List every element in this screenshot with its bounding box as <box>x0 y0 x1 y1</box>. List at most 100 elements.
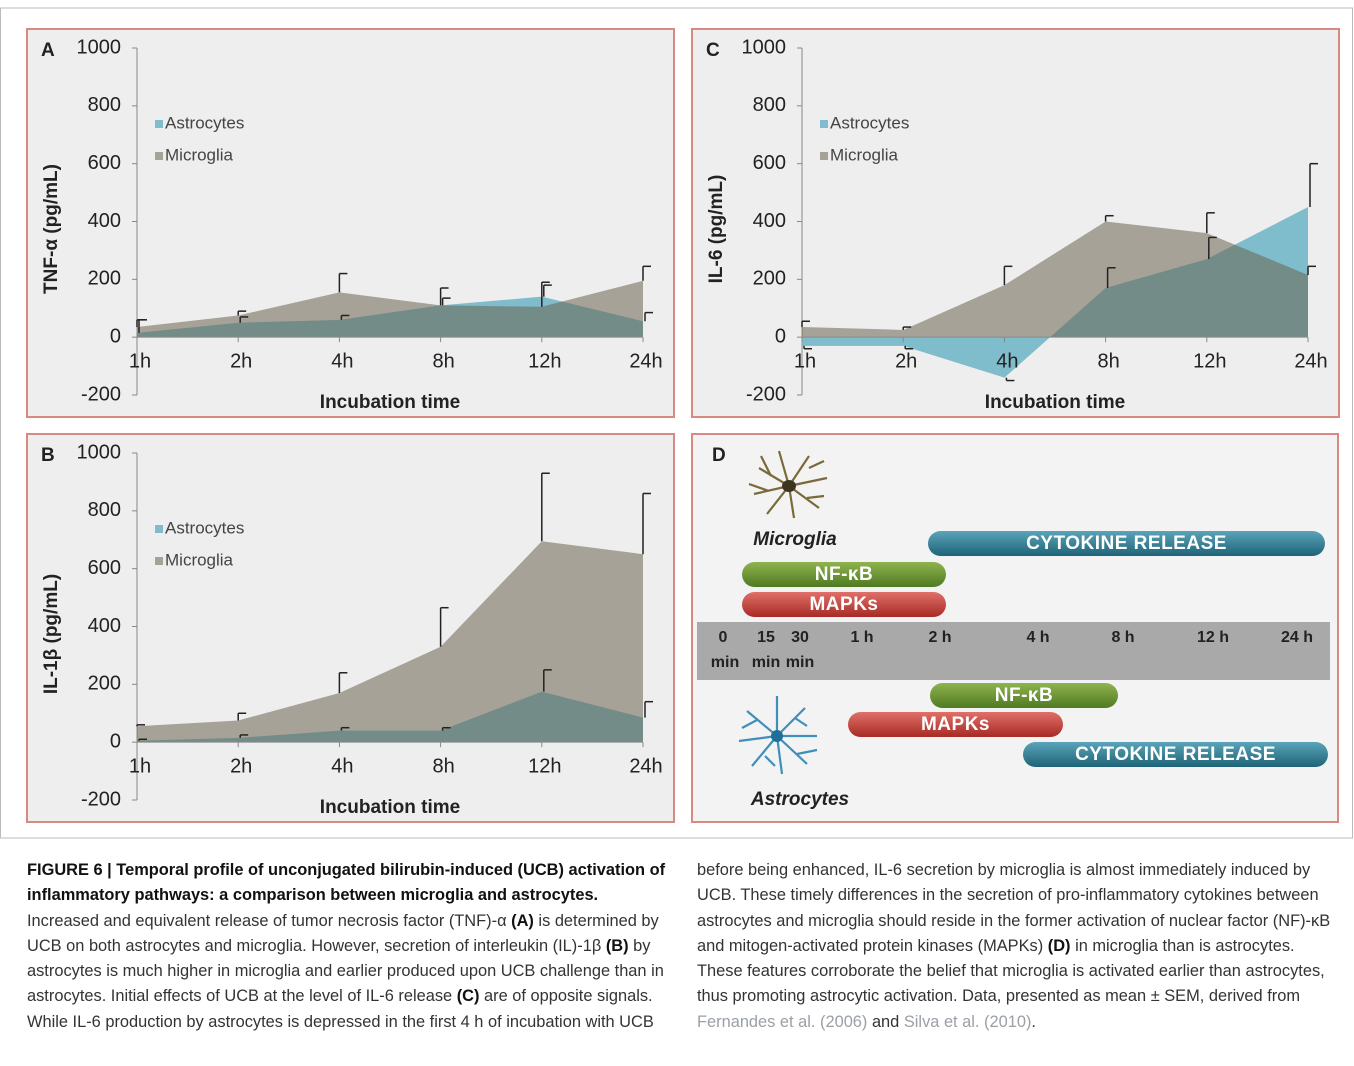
phase-label: CYTOKINE RELEASE <box>1026 533 1227 554</box>
x-tick-label: 1h <box>129 755 151 777</box>
citation-link[interactable]: Silva et al. (2010) <box>903 1012 1032 1031</box>
caption-text: by astrocytes is much higher in microgli… <box>27 936 664 1006</box>
legend-label: Microglia <box>165 550 234 569</box>
y-tick-label: 400 <box>88 615 121 637</box>
x-tick-label: 4h <box>996 350 1018 372</box>
caption-left: FIGURE 6 | Temporal profile of unconjuga… <box>27 858 672 1035</box>
timeline-label: 8 h <box>1111 629 1134 646</box>
caption-title: FIGURE 6 | Temporal profile of unconjuga… <box>27 861 666 905</box>
legend-label: Astrocytes <box>165 518 244 537</box>
timeline-label: 15 <box>757 629 775 646</box>
panel-letter: C <box>706 40 720 61</box>
legend-swatch <box>820 152 828 160</box>
legend-swatch <box>155 557 163 565</box>
x-tick-label: 24h <box>1294 350 1327 372</box>
timeline-unit: min <box>786 654 814 671</box>
phase-label: NF-κB <box>995 685 1053 706</box>
panel-b: B -200 0 200 400 600 800 1000 1h 2h 4h 8h 12h 24h Incu… <box>26 433 675 823</box>
area <box>137 280 643 338</box>
legend-swatch <box>155 525 163 533</box>
panel-letter: A <box>41 40 55 61</box>
x-tick-label: 2h <box>230 350 252 372</box>
legend-swatch <box>155 120 163 128</box>
y-tick-label: 200 <box>88 673 121 695</box>
x-tick-label: 24h <box>629 350 662 372</box>
x-tick-label: 4h <box>331 350 353 372</box>
citation-link[interactable]: Fernandes et al. (2006) <box>697 1012 868 1031</box>
x-tick-label: 1h <box>794 350 816 372</box>
x-tick-label: 1h <box>129 350 151 372</box>
timeline-label: 4 h <box>1026 629 1049 646</box>
y-tick-label: -200 <box>81 788 121 810</box>
panel-a: A -200 0 200 400 600 800 1000 1h 2h 4h 8h 12h 24h Incu… <box>26 28 675 418</box>
x-tick-label: 2h <box>895 350 917 372</box>
timeline-label: 12 h <box>1197 629 1229 646</box>
figure-frame <box>0 7 1353 839</box>
y-tick-label: 1000 <box>77 441 122 463</box>
legend-label: Astrocytes <box>830 113 909 132</box>
y-tick-label: -200 <box>746 383 786 405</box>
y-tick-label: 0 <box>110 325 121 347</box>
caption-ref: (B) <box>605 936 629 955</box>
timeline-unit: min <box>752 654 780 671</box>
y-tick-label: 1000 <box>77 36 122 58</box>
timeline-label: 30 <box>791 629 809 646</box>
caption-text: in microglia than is astrocytes. These f… <box>697 936 1325 1006</box>
timeline-label: 1 h <box>850 629 873 646</box>
y-tick-label: -200 <box>81 383 121 405</box>
y-tick-label: 400 <box>753 210 786 232</box>
x-axis-label: Incubation time <box>320 392 460 413</box>
y-axis-label: IL-6 (pg/mL) <box>706 175 727 284</box>
phase-bar <box>1023 742 1328 767</box>
x-axis-label: Incubation time <box>320 797 460 818</box>
timeline-label: 24 h <box>1281 629 1313 646</box>
caption-text: are of opposite signals. While IL-6 prod… <box>27 987 654 1031</box>
area <box>137 541 643 743</box>
panel-letter: B <box>41 445 55 466</box>
x-tick-label: 8h <box>1097 350 1119 372</box>
phase-label: MAPKs <box>921 714 990 735</box>
x-tick-label: 4h <box>331 755 353 777</box>
phase-bars: CYTOKINE RELEASENF-κBMAPKsNF-κBMAPKsCYTO… <box>742 531 1328 767</box>
microglia-label: Microglia <box>753 529 837 550</box>
y-tick-label: 200 <box>753 268 786 290</box>
x-tick-label: 12h <box>528 755 561 777</box>
y-tick-label: 600 <box>88 557 121 579</box>
caption-right: before being enhanced, IL-6 secretion by… <box>697 858 1332 1035</box>
legend-label: Microglia <box>165 145 234 164</box>
phase-label: NF-κB <box>815 564 873 585</box>
timeline-label: 0 <box>719 629 728 646</box>
y-tick-label: 800 <box>88 94 121 116</box>
y-tick-label: 600 <box>753 152 786 174</box>
phase-label: CYTOKINE RELEASE <box>1075 744 1276 765</box>
x-tick-label: 12h <box>528 350 561 372</box>
legend-label: Microglia <box>830 145 899 164</box>
x-tick-label: 8h <box>432 350 454 372</box>
caption-text: is determined by UCB on both astrocytes … <box>27 911 659 955</box>
figure: A -200 0 200 400 600 800 1000 1h 2h 4h 8h 12h 24h Incu… <box>0 7 1353 839</box>
microglia-icon <box>748 450 828 519</box>
x-tick-label: 24h <box>629 755 662 777</box>
timeline: 0 min 15 min 30 min 1 h 2 h 4 h 8 h 12 h 24 h <box>711 629 1313 671</box>
x-tick-label: 8h <box>432 755 454 777</box>
caption-text: before being enhanced, IL-6 secretion by… <box>697 861 1331 955</box>
y-tick-label: 400 <box>88 210 121 232</box>
y-tick-label: 1000 <box>742 36 787 58</box>
phase-label: MAPKs <box>809 594 878 615</box>
x-tick-label: 2h <box>230 755 252 777</box>
phase-bar <box>930 683 1118 708</box>
legend-label: Astrocytes <box>165 113 244 132</box>
y-tick-label: 0 <box>775 325 786 347</box>
panel-d: D Microglia Astrocytes 0 min 15 min 30 min 1 h… <box>691 433 1339 823</box>
y-tick-label: 800 <box>753 94 786 116</box>
phase-bar <box>742 592 946 617</box>
caption-ref: (A) <box>511 911 534 930</box>
panel-letter: D <box>712 445 726 466</box>
timeline-label: 2 h <box>928 629 951 646</box>
caption-text: . <box>1031 1012 1036 1031</box>
y-tick-label: 600 <box>88 152 121 174</box>
x-tick-label: 12h <box>1193 350 1226 372</box>
panel-c: C -200 0 200 400 600 800 1000 1h 2h 4h 8h 12h 24h Incu… <box>691 28 1340 418</box>
astrocyte-icon <box>738 696 818 775</box>
